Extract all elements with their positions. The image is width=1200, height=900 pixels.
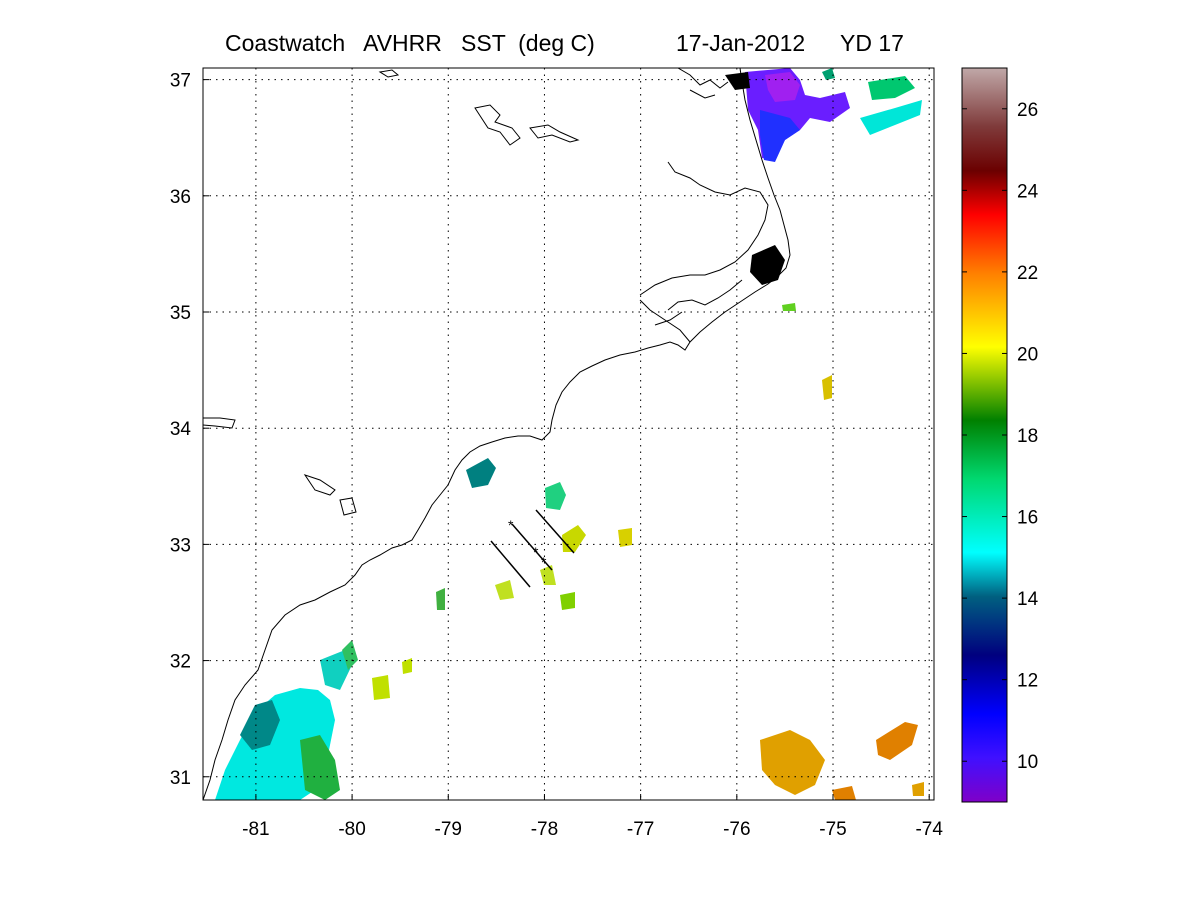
sst-patch-sw-teal bbox=[240, 700, 280, 750]
map-title: Coastwatch AVHRR SST (deg C) bbox=[225, 30, 595, 56]
sst-patch-small-6 bbox=[402, 658, 412, 674]
colorbar-tick-label: 16 bbox=[1017, 508, 1038, 529]
lon-tick-label: -80 bbox=[338, 819, 365, 840]
colorbar-tick-label: 14 bbox=[1017, 589, 1039, 610]
sst-patch-green-1 bbox=[545, 482, 566, 510]
lat-tick-label: 31 bbox=[170, 768, 191, 789]
coastline-sound bbox=[639, 161, 769, 343]
track-line-3 bbox=[535, 509, 575, 554]
year-day-label: YD 17 bbox=[840, 30, 904, 56]
lon-tick-label: -76 bbox=[723, 819, 750, 840]
sst-patch-hatteras bbox=[750, 245, 785, 285]
sst-patch-se-small-2 bbox=[912, 782, 924, 796]
sst-patch-ne-small bbox=[822, 68, 835, 80]
latitude-axis: 37 36 35 34 33 32 31 bbox=[170, 71, 209, 789]
lat-tick-label: 37 bbox=[170, 71, 191, 92]
coastline-lake-4 bbox=[203, 417, 236, 429]
colorbar bbox=[961, 67, 1008, 803]
map-frame bbox=[202, 67, 935, 801]
station-markers: * * * bbox=[508, 517, 547, 570]
sst-patch-ne-cyan bbox=[860, 100, 922, 135]
coastline-chesapeake bbox=[677, 68, 729, 99]
lon-tick-label: -75 bbox=[819, 819, 846, 840]
ship-tracks bbox=[490, 509, 575, 588]
sst-patch-se-yellow bbox=[760, 730, 825, 795]
sst-patch-sw-cyan-2 bbox=[320, 650, 352, 690]
sst-patch-se-orange bbox=[876, 722, 918, 760]
sst-patch-se-small bbox=[832, 786, 856, 800]
sst-patch-yellow-3 bbox=[495, 580, 514, 600]
sst-patch-yellow-5 bbox=[372, 675, 390, 700]
lat-tick-label: 34 bbox=[170, 419, 192, 440]
sst-patch-small-green bbox=[782, 303, 796, 311]
sst-patch-yellow-1 bbox=[562, 525, 586, 552]
track-line-2 bbox=[511, 523, 553, 571]
coastline-lake-1 bbox=[474, 104, 521, 146]
lat-tick-label: 33 bbox=[170, 535, 191, 556]
colorbar-axis: 26 24 22 20 18 16 14 12 10 bbox=[962, 100, 1039, 773]
coastline-lake-2 bbox=[529, 124, 580, 143]
lon-tick-label: -81 bbox=[242, 819, 269, 840]
colorbar-tick-label: 26 bbox=[1017, 100, 1038, 121]
lon-tick-label: -77 bbox=[627, 819, 654, 840]
lat-tick-label: 35 bbox=[170, 303, 191, 324]
coastline-small bbox=[378, 69, 400, 78]
lon-tick-label: -78 bbox=[531, 819, 558, 840]
sst-patch-sw-green bbox=[300, 735, 340, 800]
track-line-1 bbox=[490, 540, 531, 588]
coastline bbox=[203, 68, 791, 800]
colorbar-tick-label: 18 bbox=[1017, 426, 1038, 447]
sst-data-layer bbox=[215, 68, 924, 800]
coastline-sound-2 bbox=[654, 279, 743, 326]
colorbar-tick-label: 20 bbox=[1017, 344, 1038, 365]
sst-patch-yellow-2 bbox=[618, 528, 632, 547]
station-marker: * bbox=[508, 517, 514, 533]
lat-tick-label: 36 bbox=[170, 187, 191, 208]
sst-patch-north-dark bbox=[725, 72, 750, 90]
sst-patch-sw-green-2 bbox=[342, 640, 358, 670]
sst-patch-ne-green bbox=[868, 76, 915, 100]
map-grid bbox=[203, 68, 934, 800]
station-marker: * bbox=[541, 554, 547, 570]
coastline-lake-5 bbox=[339, 497, 357, 516]
map-date: 17-Jan-2012 bbox=[676, 30, 806, 56]
colorbar-tick-label: 10 bbox=[1017, 752, 1038, 773]
station-marker: * bbox=[533, 544, 539, 560]
lon-tick-label: -74 bbox=[915, 819, 943, 840]
coastline-main bbox=[203, 68, 791, 800]
sst-patch-green-3 bbox=[560, 592, 575, 610]
sst-patch-teal bbox=[466, 458, 496, 488]
longitude-axis: -81 -80 -79 -78 -77 -76 -75 -74 bbox=[242, 794, 943, 840]
sst-patch-small-yellow bbox=[822, 375, 832, 400]
lon-tick-label: -79 bbox=[435, 819, 462, 840]
lat-tick-label: 32 bbox=[170, 652, 191, 673]
colorbar-tick-label: 22 bbox=[1017, 263, 1038, 284]
colorbar-tick-label: 12 bbox=[1017, 671, 1038, 692]
sst-patch-north-purple bbox=[765, 72, 800, 102]
colorbar-tick-label: 24 bbox=[1017, 181, 1039, 202]
sst-patch-green-2 bbox=[436, 588, 445, 610]
coastline-lake-3 bbox=[303, 474, 336, 496]
sst-patch-north-blue bbox=[760, 110, 800, 162]
